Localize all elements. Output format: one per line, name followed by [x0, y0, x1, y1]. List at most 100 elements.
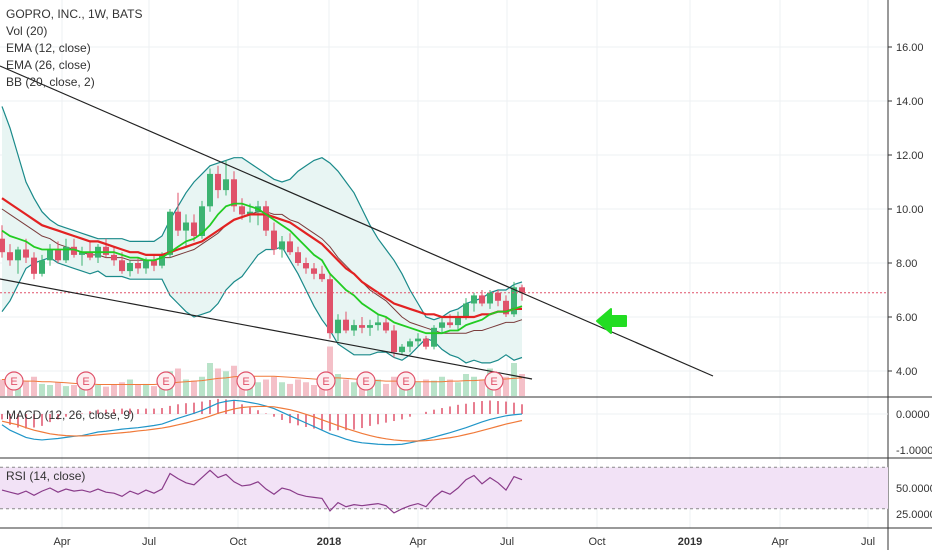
macd-label[interactable]: MACD (12, 26, close, 9)	[6, 408, 135, 422]
candle-body	[167, 211, 173, 255]
candle-body	[215, 173, 221, 191]
candle-body	[127, 263, 133, 272]
volume-bar	[191, 380, 197, 396]
rsi-line	[1, 469, 523, 514]
volume-bar	[423, 379, 429, 396]
volume-bar	[519, 374, 525, 396]
volume-bar	[455, 382, 461, 396]
candle-body	[7, 252, 13, 261]
candle-body	[47, 249, 53, 261]
candle-body	[471, 295, 477, 304]
volume-bar	[23, 380, 29, 396]
earnings-marker-circle	[316, 371, 336, 391]
volume-bar	[463, 374, 469, 396]
candle-body	[103, 246, 109, 255]
candle-body	[15, 249, 21, 261]
time-tick-label: Apr	[409, 536, 426, 548]
candle-body	[303, 263, 309, 269]
candle-body	[319, 273, 325, 280]
candle-body	[423, 338, 429, 347]
volume-bar	[263, 379, 269, 396]
candle-body	[71, 246, 77, 255]
candle-body	[495, 292, 501, 301]
earnings-marker-label: E	[490, 376, 497, 388]
volume-bar	[447, 379, 453, 396]
candle-body	[343, 319, 349, 331]
volume-bar	[135, 385, 141, 396]
candle-body	[391, 330, 397, 353]
candle-body	[311, 268, 317, 274]
candle-body	[447, 322, 453, 326]
volume-bar	[311, 385, 317, 396]
candle-body	[87, 252, 93, 258]
volume-bar	[151, 386, 157, 396]
rsi-band	[0, 467, 888, 509]
candle-body	[151, 260, 157, 266]
candle-body	[455, 317, 461, 326]
candle-body	[191, 222, 197, 236]
price-tick-label: 14.00	[896, 96, 924, 108]
candle-body	[367, 325, 373, 328]
legend-ema12[interactable]: EMA (12, close)	[6, 41, 91, 55]
candle-body	[287, 241, 293, 253]
candle-body	[399, 346, 405, 353]
time-tick-label: Apr	[53, 536, 70, 548]
volume-bar	[71, 385, 77, 396]
time-tick-label: Oct	[229, 536, 246, 548]
rsi-label[interactable]: RSI (14, close)	[6, 469, 86, 483]
time-tick-label: Apr	[771, 536, 788, 548]
time-tick-label: Jul	[142, 536, 156, 548]
macd-tick-label: 0.0000	[896, 409, 930, 421]
volume-bar	[511, 363, 517, 396]
price-tick-label: 10.00	[896, 204, 924, 216]
time-tick-label: Jul	[500, 536, 514, 548]
candle-body	[263, 206, 269, 231]
legend-ema26[interactable]: EMA (26, close)	[6, 58, 91, 72]
volume-bar	[503, 376, 509, 396]
earnings-marker-circle	[396, 371, 416, 391]
volume-bar	[359, 385, 365, 396]
ema26-line	[1, 197, 522, 319]
bb-upper-line	[1, 106, 523, 321]
candle-body	[407, 341, 413, 347]
time-tick-label: 2018	[317, 536, 341, 548]
legend-volume[interactable]: Vol (20)	[6, 24, 48, 38]
symbol-title[interactable]: GOPRO, INC., 1W, BATS	[6, 7, 143, 21]
volume-bar	[279, 382, 285, 396]
volume-bar	[39, 383, 45, 396]
volume-bar	[271, 376, 277, 396]
macd-tick-label: -1.0000	[896, 445, 932, 457]
lower-trendline	[0, 278, 533, 380]
candle-body	[63, 246, 69, 261]
volume-bar	[79, 383, 85, 396]
earnings-marker-circle	[236, 371, 256, 391]
volume-bar	[287, 383, 293, 396]
earnings-marker-label: E	[362, 376, 369, 388]
volume-bar	[343, 379, 349, 396]
volume-bar	[119, 382, 125, 396]
macd-line	[1, 399, 523, 446]
candle-body	[31, 257, 37, 274]
volume-bar	[391, 376, 397, 396]
volume-bar	[95, 385, 101, 396]
candle-body	[295, 252, 301, 263]
volume-bar	[127, 379, 133, 396]
time-tick-label: Jul	[861, 536, 875, 548]
earnings-marker-label: E	[10, 376, 17, 388]
volume-bar	[63, 386, 69, 396]
candle-body	[375, 322, 381, 326]
candle-body	[39, 260, 45, 274]
candle-body	[111, 254, 117, 261]
ema-lines	[1, 197, 523, 335]
legend-bb[interactable]: BB (20, close, 2)	[6, 75, 95, 89]
candle-body	[0, 238, 5, 253]
candle-body	[231, 179, 237, 207]
earnings-marker-label: E	[82, 376, 89, 388]
candle-body	[351, 325, 357, 331]
volume-bar	[255, 382, 261, 396]
candle-body	[415, 338, 421, 342]
arrow-annotation	[596, 308, 627, 334]
volume-bar	[351, 382, 357, 396]
